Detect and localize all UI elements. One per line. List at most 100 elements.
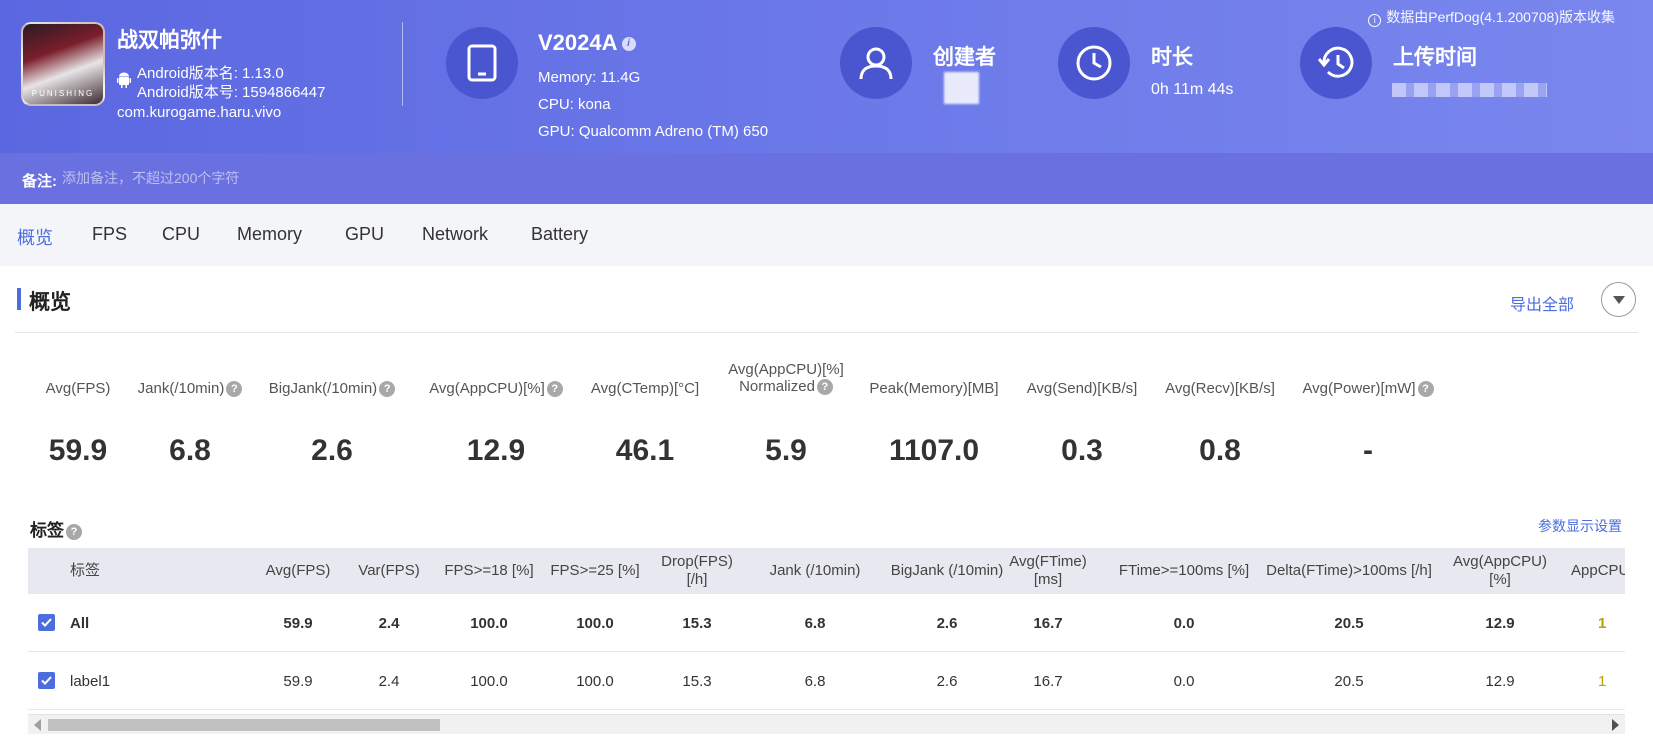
cell: 20.5 (1334, 672, 1364, 690)
column-header: 标签 (70, 562, 101, 579)
cell: 59.9 (283, 672, 313, 690)
cell: 0.0 (1173, 614, 1195, 632)
duration-value: 0h 11m 44s (1151, 81, 1234, 98)
metric-value: 1107.0 (888, 434, 980, 467)
metric-peak-memory: Peak(Memory)[MB] 1107.0 (859, 380, 1009, 490)
help-icon[interactable]: ? (546, 381, 563, 397)
metric-value: 5.9 (765, 434, 807, 467)
column-header: Avg(FPS) (265, 562, 331, 579)
check-icon (41, 676, 52, 685)
cell: 100.0 (470, 614, 508, 632)
column-header: BigJank (/10min) (890, 562, 1004, 579)
check-icon (41, 618, 52, 627)
cell: 2.6 (936, 672, 958, 690)
tab-memory[interactable]: Memory (237, 224, 303, 244)
column-header: Avg(FTime) [ms] (1009, 553, 1087, 588)
cell: 12.9 (1485, 672, 1515, 690)
metric-avg-appcpu: Avg(AppCPU)[%]? 12.9 (416, 380, 576, 490)
cell: 16.7 (1033, 672, 1063, 690)
android-icon (117, 72, 131, 88)
metric-value: 59.9 (48, 434, 108, 467)
tab-overview[interactable]: 概览 (17, 228, 53, 248)
overview-title: 概览 (29, 291, 71, 314)
metric-avg-appcpu-normalized: Avg(AppCPU)[%] Normalized? 5.9 (716, 361, 856, 490)
help-icon[interactable]: ? (66, 524, 82, 540)
metric-value: 46.1 (615, 434, 675, 467)
tab-battery[interactable]: Battery (531, 224, 589, 244)
header-divider (402, 22, 403, 106)
tab-fps[interactable]: FPS (92, 224, 128, 244)
app-name: 战双帕弥什 (117, 29, 222, 52)
app-icon: PUNISHING (21, 22, 105, 106)
note-input[interactable] (62, 165, 762, 191)
metric-avg-fps: Avg(FPS) 59.9 (38, 380, 118, 490)
cell: 20.5 (1334, 614, 1364, 632)
metric-avg-ctemp: Avg(CTemp)[°C] 46.1 (580, 380, 710, 490)
info-icon: i (1368, 14, 1382, 27)
section-divider (15, 332, 1638, 333)
device-info-icon[interactable]: i (621, 37, 636, 52)
column-header: Avg(AppCPU) [%] (1453, 553, 1547, 588)
note-label: 备注: (22, 173, 57, 190)
upload-title: 上传时间 (1393, 46, 1477, 69)
tab-bar: 概览 FPS CPU Memory GPU Network Battery (0, 204, 1653, 266)
tab-gpu[interactable]: GPU (345, 224, 385, 244)
help-icon[interactable]: ? (226, 381, 243, 397)
cell: 6.8 (804, 672, 826, 690)
cell: 59.9 (283, 614, 313, 632)
metric-avg-recv: Avg(Recv)[KB/s] 0.8 (1150, 380, 1290, 490)
tab-network[interactable]: Network (422, 224, 489, 244)
phone-icon (446, 27, 518, 99)
column-header: Var(FPS) (358, 562, 420, 579)
cell: 2.4 (378, 672, 400, 690)
cell: 1 (1598, 614, 1607, 632)
app-package: com.kurogame.haru.vivo (117, 104, 282, 121)
row-checkbox[interactable] (38, 614, 55, 631)
user-icon (840, 27, 912, 99)
app-version-code: Android版本号: 1594866447 (137, 84, 326, 101)
perfdog-note: i 数据由PerfDog(4.1.200708)版本收集 (1368, 7, 1615, 27)
cell: 15.3 (682, 672, 712, 690)
device-gpu: GPU: Qualcomm Adreno (TM) 650 (538, 123, 769, 140)
cell: 100.0 (470, 672, 508, 690)
labels-table: 标签 Avg(FPS) Var(FPS) FPS>=18 [%] FPS>=25… (28, 548, 1625, 714)
history-icon (1300, 27, 1372, 99)
table-row[interactable]: All 59.9 2.4 100.0 100.0 15.3 6.8 2.6 16… (28, 594, 1625, 652)
cell: 2.4 (378, 614, 400, 632)
cell: 15.3 (682, 614, 712, 632)
column-header: FTime>=100ms [%] (1118, 562, 1250, 579)
collapse-button[interactable] (1601, 282, 1636, 317)
app-icon-text: PUNISHING (31, 89, 95, 98)
help-icon[interactable]: ? (379, 381, 396, 397)
help-icon[interactable]: ? (816, 379, 833, 395)
row-checkbox[interactable] (38, 672, 55, 689)
creator-title: 创建者 (933, 46, 996, 69)
column-header: Drop(FPS) [/h] (661, 553, 733, 588)
scrollbar-thumb[interactable] (48, 719, 440, 731)
cell: 0.0 (1173, 672, 1195, 690)
column-header: Jank (/10min) (769, 562, 861, 579)
device-memory: Memory: 11.4G (538, 69, 641, 86)
scroll-left-icon[interactable] (34, 719, 41, 731)
cell: 2.6 (936, 614, 958, 632)
triangle-down-icon (1612, 295, 1625, 304)
horizontal-scrollbar[interactable] (28, 714, 1625, 734)
report-header: PUNISHING 战双帕弥什 Android版本名: 1.13.0 Andro… (0, 0, 1653, 153)
tab-cpu[interactable]: CPU (162, 224, 201, 244)
help-icon[interactable]: ? (1417, 381, 1434, 397)
metric-bigjank: BigJank(/10min)? 2.6 (262, 380, 402, 490)
display-settings-link[interactable]: 参数显示设置 (1538, 518, 1622, 534)
scroll-right-icon[interactable] (1612, 719, 1619, 731)
column-header: FPS>=25 [%] (550, 562, 640, 579)
cell: 1 (1598, 672, 1607, 690)
metric-value: 6.8 (169, 434, 211, 467)
metric-avg-send: Avg(Send)[KB/s] 0.3 (1012, 380, 1152, 490)
row-label: label1 (70, 672, 111, 690)
clock-icon (1058, 27, 1130, 99)
cell: 100.0 (576, 672, 614, 690)
table-row[interactable]: label1 59.9 2.4 100.0 100.0 15.3 6.8 2.6… (28, 652, 1625, 710)
export-all-link[interactable]: 导出全部 (1510, 297, 1575, 314)
metric-jank: Jank(/10min)? 6.8 (130, 380, 250, 490)
device-model: V2024A i (538, 30, 636, 56)
device-cpu: CPU: kona (538, 96, 611, 113)
